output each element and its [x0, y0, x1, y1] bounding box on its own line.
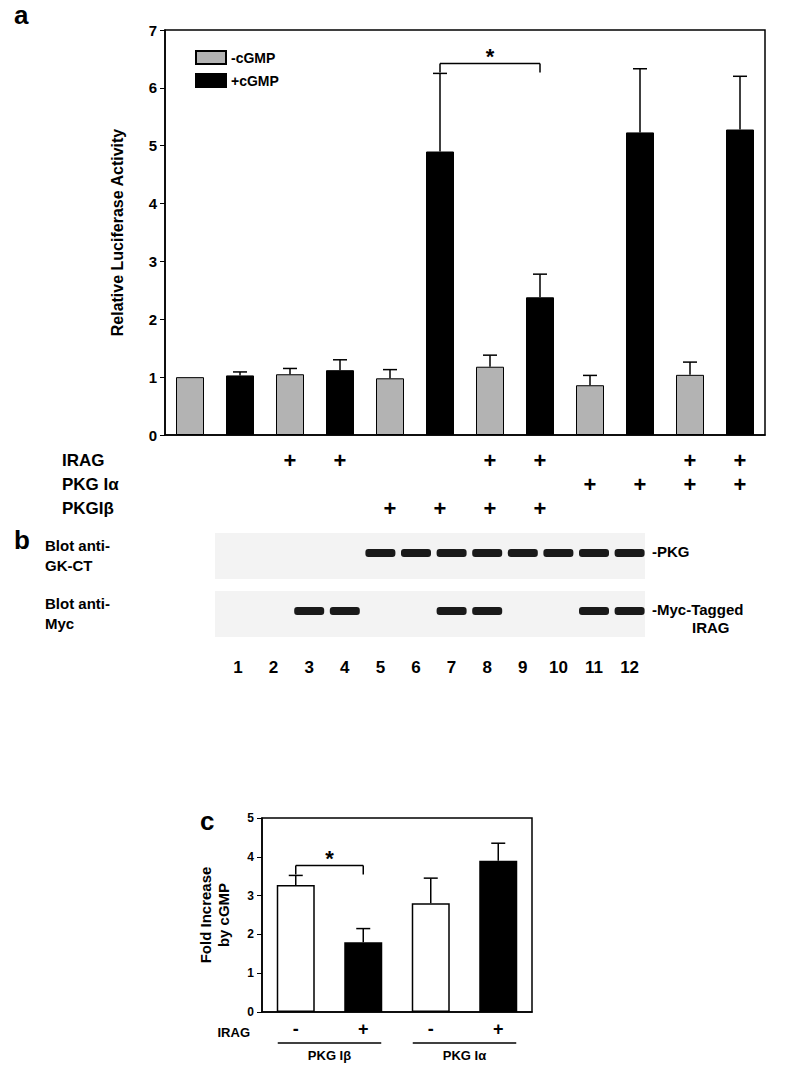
- svg-text:PKG Iα: PKG Iα: [62, 475, 119, 494]
- svg-text:a: a: [14, 0, 29, 30]
- svg-text:2: 2: [247, 927, 254, 941]
- svg-text:+: +: [484, 448, 497, 473]
- svg-text:3: 3: [247, 889, 254, 903]
- svg-text:+cGMP: +cGMP: [231, 73, 279, 89]
- svg-text:+: +: [484, 496, 497, 521]
- svg-text:+: +: [734, 448, 747, 473]
- svg-text:c: c: [200, 806, 214, 836]
- svg-text:7: 7: [447, 658, 456, 677]
- svg-text:3: 3: [149, 253, 157, 270]
- svg-text:IRAG: IRAG: [218, 1025, 251, 1040]
- svg-text:-Myc-Tagged: -Myc-Tagged: [652, 601, 743, 618]
- svg-text:+: +: [684, 448, 697, 473]
- svg-text:+: +: [634, 472, 647, 497]
- svg-text:+: +: [684, 472, 697, 497]
- svg-text:-PKG: -PKG: [652, 543, 690, 560]
- svg-text:b: b: [14, 525, 30, 555]
- svg-text:0: 0: [149, 427, 157, 444]
- svg-text:9: 9: [518, 658, 527, 677]
- svg-text:PKG Iα: PKG Iα: [443, 1048, 486, 1063]
- svg-text:Blot anti-: Blot anti-: [45, 537, 110, 554]
- svg-text:IRAG: IRAG: [62, 451, 105, 470]
- svg-text:+: +: [358, 1019, 369, 1039]
- svg-text:12: 12: [620, 658, 639, 677]
- svg-text:PKGIβ: PKGIβ: [62, 499, 114, 518]
- svg-text:by cGMP: by cGMP: [215, 883, 232, 947]
- svg-text:6: 6: [411, 658, 420, 677]
- svg-text:+: +: [734, 472, 747, 497]
- svg-text:10: 10: [549, 658, 568, 677]
- svg-text:Relative Luciferase Activity: Relative Luciferase Activity: [109, 129, 126, 337]
- svg-text:1: 1: [233, 658, 242, 677]
- svg-text:6: 6: [149, 79, 157, 96]
- svg-text:PKG Iβ: PKG Iβ: [308, 1048, 351, 1063]
- svg-text:-: -: [428, 1019, 434, 1039]
- svg-text:*: *: [486, 44, 495, 69]
- svg-text:2: 2: [149, 311, 157, 328]
- svg-text:GK-CT: GK-CT: [45, 557, 93, 574]
- svg-text:IRAG: IRAG: [692, 619, 730, 636]
- svg-text:+: +: [534, 496, 547, 521]
- svg-text:Blot anti-: Blot anti-: [45, 595, 110, 612]
- svg-text:5: 5: [149, 137, 157, 154]
- svg-text:+: +: [284, 448, 297, 473]
- svg-text:4: 4: [149, 195, 158, 212]
- svg-text:+: +: [584, 472, 597, 497]
- svg-text:5: 5: [247, 811, 254, 825]
- svg-text:8: 8: [482, 658, 491, 677]
- svg-text:+: +: [493, 1019, 504, 1039]
- svg-text:+: +: [334, 448, 347, 473]
- svg-text:4: 4: [340, 658, 350, 677]
- svg-text:3: 3: [304, 658, 313, 677]
- svg-text:7: 7: [149, 22, 157, 39]
- svg-text:1: 1: [149, 369, 157, 386]
- svg-text:4: 4: [247, 850, 254, 864]
- svg-text:Fold Increase: Fold Increase: [197, 867, 214, 964]
- svg-text:-cGMP: -cGMP: [231, 50, 275, 66]
- svg-text:+: +: [534, 448, 547, 473]
- svg-text:0: 0: [247, 1005, 254, 1019]
- svg-text:*: *: [325, 846, 334, 871]
- svg-text:5: 5: [376, 658, 385, 677]
- svg-text:+: +: [434, 496, 447, 521]
- svg-text:2: 2: [269, 658, 278, 677]
- svg-text:+: +: [384, 496, 397, 521]
- svg-text:11: 11: [585, 658, 603, 677]
- svg-text:1: 1: [247, 966, 254, 980]
- svg-text:Myc: Myc: [45, 615, 74, 632]
- svg-text:-: -: [293, 1019, 299, 1039]
